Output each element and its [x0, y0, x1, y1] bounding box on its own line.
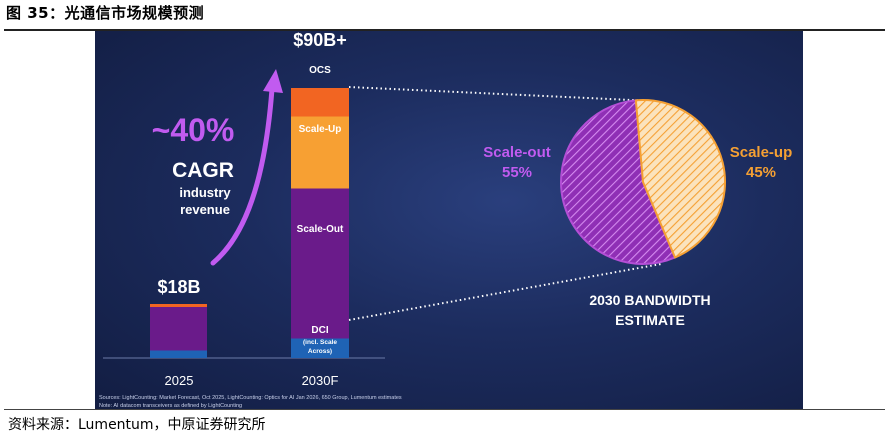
bar-segment-ocs-2030f	[291, 88, 349, 117]
segment-label-scale-up: Scale-Up	[299, 124, 342, 135]
bar-segment-ocs-2025	[150, 304, 207, 307]
pie-chart	[560, 99, 726, 265]
category-label-2030: 2030F	[302, 373, 339, 388]
pie-caption-line2: ESTIMATE	[615, 312, 685, 328]
footnote-note: Note: AI datacom transceivers as defined…	[99, 403, 242, 409]
chart-svg: $18B $90B+ OCS Scale-Up Scale-Out DCI (i…	[99, 31, 793, 409]
bar-stack-2030	[291, 88, 349, 358]
bar-stack-2025	[150, 304, 207, 358]
category-label-2025: 2025	[165, 373, 194, 388]
pie-value-scale-out: 55%	[502, 164, 532, 181]
bar-segment-scale-up-2030f	[291, 116, 349, 189]
connector-line-top	[348, 86, 654, 102]
bottom-rule	[4, 409, 885, 410]
total-label-2030: $90B+	[293, 31, 347, 50]
cagr-subtext-revenue: revenue	[180, 202, 230, 217]
source-note: 资料来源：Lumentum，中原证券研究所	[8, 417, 266, 433]
cagr-subtext-industry: industry	[179, 185, 231, 200]
cagr-arrow	[210, 86, 275, 266]
segment-label-scale-out: Scale-Out	[297, 224, 344, 235]
pie-caption-line1: 2030 BANDWIDTH	[589, 292, 710, 308]
segment-label-ocs: OCS	[309, 65, 331, 76]
bar-segment-scale-out-2030f	[291, 188, 349, 339]
pie-value-scale-up: 45%	[746, 164, 776, 181]
cagr-label: CAGR	[172, 159, 234, 182]
bar-segment-scale-out-2025	[150, 307, 207, 351]
bar-segment-dci-2025	[150, 350, 207, 358]
figure-title: 图 35：光通信市场规模预测	[6, 4, 205, 22]
top-rule	[4, 29, 885, 31]
pie-label-scale-up: Scale-up	[730, 144, 793, 161]
pie-slice-scale-out	[560, 99, 677, 265]
slide-panel: $18B $90B+ OCS Scale-Up Scale-Out DCI (i…	[95, 31, 803, 409]
segment-label-dci-sub2: Across)	[308, 348, 332, 355]
bar-segment-dci-2030f	[291, 338, 349, 358]
footnote-sources: Sources: LightCounting: Market Forecast,…	[99, 395, 402, 401]
pie-label-scale-out: Scale-out	[483, 144, 551, 161]
pie-slice-scale-up	[634, 99, 726, 259]
cagr-arrowhead-icon	[263, 69, 283, 93]
segment-label-dci-sub1: (incl. Scale	[303, 339, 337, 346]
total-label-2025: $18B	[157, 277, 200, 297]
cagr-value: ~40%	[152, 112, 235, 148]
connector-line-bottom	[348, 263, 662, 321]
segment-label-dci: DCI	[311, 325, 328, 336]
